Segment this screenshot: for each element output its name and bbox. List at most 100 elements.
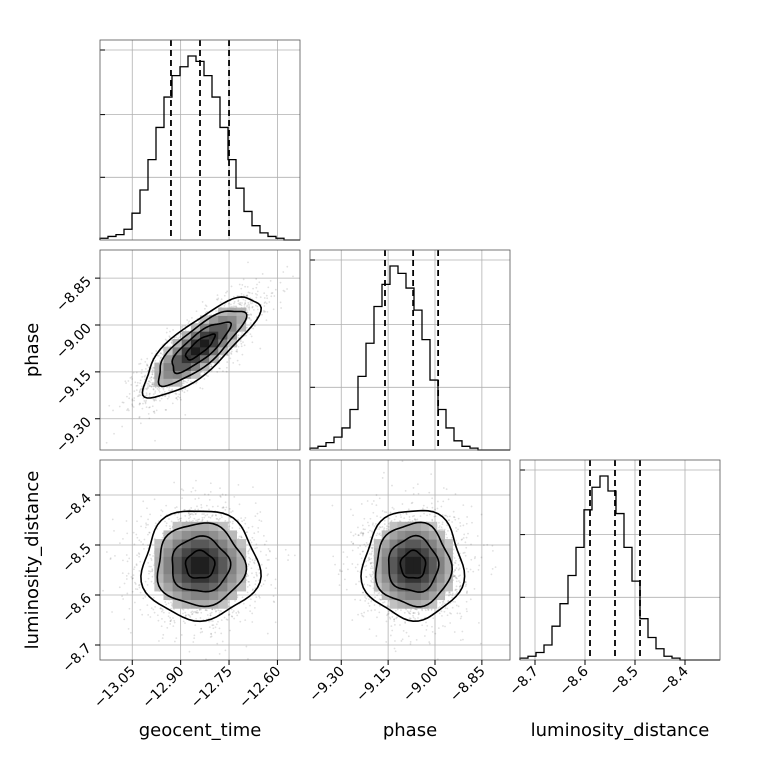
scatter-point	[430, 609, 433, 611]
scatter-point	[228, 302, 230, 305]
scatter-point	[431, 506, 434, 509]
scatter-point	[154, 525, 157, 527]
scatter-point	[220, 298, 223, 301]
scatter-point	[473, 557, 476, 560]
scatter-point	[409, 641, 412, 643]
scatter-point	[138, 394, 141, 396]
scatter-point	[214, 631, 217, 634]
density-cell	[163, 556, 174, 566]
scatter-point	[201, 630, 204, 633]
scatter-point	[143, 538, 146, 541]
scatter-point	[161, 536, 164, 539]
scatter-point	[255, 543, 258, 546]
scatter-point	[175, 637, 178, 640]
panel-contents	[100, 460, 300, 660]
scatter-point	[149, 616, 152, 618]
scatter-point	[209, 636, 212, 638]
scatter-point	[235, 305, 238, 308]
scatter-point	[151, 373, 154, 376]
scatter-point	[204, 609, 207, 612]
scatter-point	[154, 392, 156, 394]
scatter-point	[161, 353, 164, 356]
scatter-point	[251, 305, 254, 308]
scatter-point	[144, 374, 147, 377]
density-cell	[172, 547, 183, 557]
scatter-point	[102, 589, 104, 592]
panel-frame	[309, 249, 511, 451]
scatter-point	[196, 609, 199, 612]
scatter-point	[242, 278, 245, 281]
scatter-point	[220, 516, 223, 519]
scatter-point	[169, 620, 172, 622]
scatter-point	[184, 614, 187, 617]
scatter-point	[248, 580, 251, 583]
contour-level-0	[184, 333, 216, 361]
scatter-point	[162, 532, 164, 535]
scatter-point	[121, 572, 124, 575]
scatter-point	[128, 557, 131, 560]
scatter-point	[383, 523, 386, 526]
scatter-point	[204, 304, 207, 307]
scatter-point	[149, 570, 152, 573]
density-cell	[227, 339, 237, 348]
scatter-point	[160, 352, 163, 355]
scatter-point	[152, 398, 155, 401]
density-cell	[227, 556, 237, 566]
scatter-point	[247, 549, 250, 552]
scatter-point	[426, 514, 428, 517]
scatter-point	[146, 507, 148, 510]
scatter-point	[265, 319, 268, 322]
scatter-point	[139, 608, 142, 611]
scatter-point	[126, 395, 128, 398]
scatter-point	[146, 604, 149, 607]
scatter-point	[249, 313, 252, 316]
scatter-point	[142, 543, 144, 545]
scatter-point	[264, 301, 267, 304]
scatter-point	[177, 518, 180, 521]
density-cell	[200, 339, 210, 348]
scatter-point	[263, 543, 266, 546]
scatter-point	[128, 397, 131, 400]
scatter-point	[182, 489, 185, 492]
scatter-point	[436, 500, 439, 503]
scatter-point	[203, 516, 206, 519]
scatter-point	[249, 610, 252, 613]
scatter-point	[233, 302, 235, 305]
scatter-point	[140, 372, 143, 375]
scatter-point	[131, 404, 134, 407]
scatter-point	[235, 612, 238, 614]
scatter-point	[257, 568, 260, 571]
density-cell	[163, 539, 174, 549]
scatter-point	[454, 588, 457, 591]
scatter-point	[385, 620, 388, 623]
scatter-point	[186, 319, 189, 321]
scatter-point	[126, 532, 129, 535]
scatter-point	[240, 536, 243, 539]
scatter-point	[182, 382, 185, 385]
scatter-point	[238, 503, 241, 506]
scatter-point	[260, 520, 263, 523]
scatter-point	[123, 582, 126, 585]
scatter-point	[197, 497, 200, 500]
density-cell	[218, 521, 228, 531]
scatter-point	[393, 623, 396, 626]
density-cell	[209, 582, 219, 592]
scatter-point	[212, 627, 215, 630]
scatter-point	[253, 576, 255, 579]
scatter-point	[138, 555, 140, 558]
scatter-point	[174, 513, 176, 516]
scatter-point	[142, 397, 145, 400]
scatter-point	[248, 556, 251, 559]
scatter-point	[153, 410, 156, 413]
scatter-point	[155, 350, 158, 352]
scatter-point	[189, 513, 192, 516]
scatter-point	[201, 301, 204, 303]
contour-level-0	[184, 549, 216, 579]
scatter-point	[232, 520, 234, 523]
scatter-point	[152, 388, 155, 391]
scatter-point	[240, 304, 243, 307]
scatter-point	[230, 350, 233, 353]
scatter-point	[230, 285, 233, 288]
scatter-point	[182, 325, 184, 327]
scatter-point	[236, 336, 239, 338]
